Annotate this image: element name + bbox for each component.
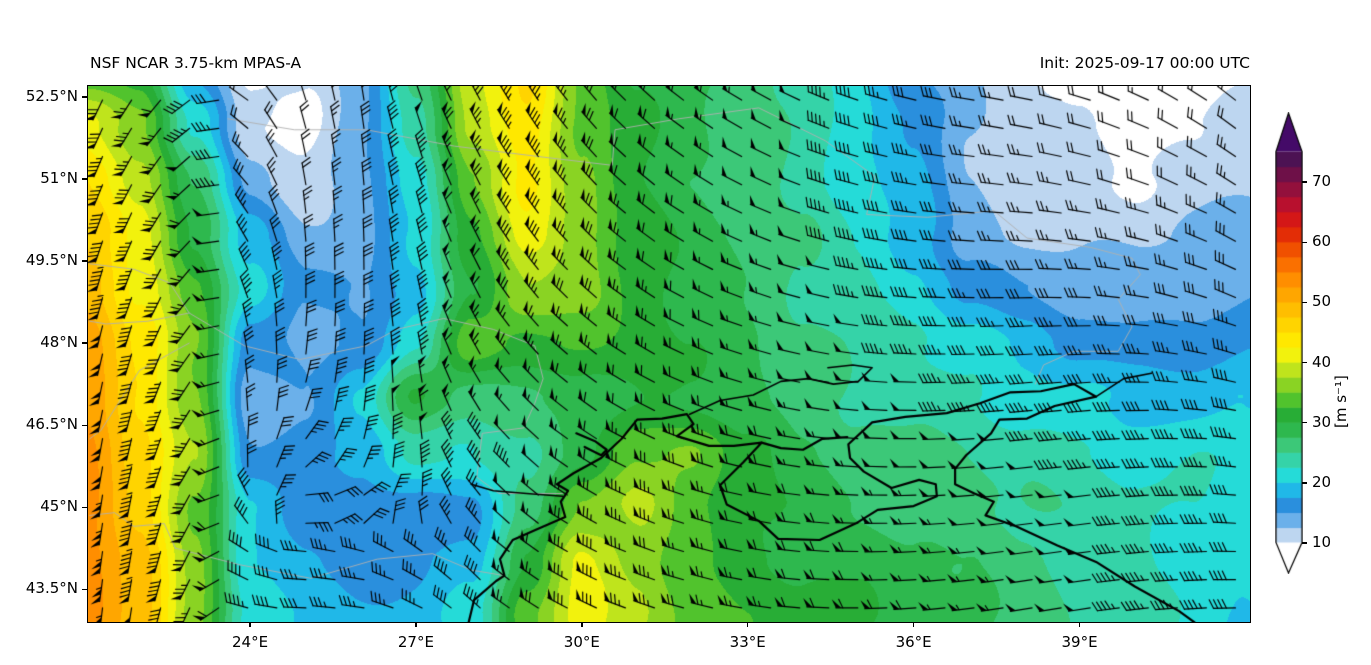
- y-tick-mark: [82, 178, 87, 180]
- colorbar-tick-mark: [1302, 542, 1307, 544]
- colorbar-tick-mark: [1302, 482, 1307, 484]
- colorbar-tick-label: 10: [1312, 533, 1332, 551]
- y-tick-label: 46.5°N: [25, 415, 78, 434]
- y-tick-label: 48°N: [40, 333, 78, 352]
- y-tick-mark: [82, 260, 87, 262]
- y-tick-mark: [82, 342, 87, 344]
- map-axes: [88, 86, 1250, 622]
- colorbar-canvas: [1275, 112, 1303, 574]
- x-tick-mark: [415, 622, 417, 627]
- y-tick-mark: [82, 96, 87, 98]
- x-tick-label: 33°E: [729, 633, 766, 651]
- colorbar-unit-label: [m s⁻¹]: [1332, 375, 1350, 428]
- colorbar-tick-label: 20: [1312, 472, 1332, 491]
- colorbar-tick-mark: [1302, 422, 1307, 424]
- y-tick-label: 43.5°N: [25, 579, 78, 598]
- colorbar-tick-label: 30: [1312, 412, 1332, 431]
- colorbar-tick-label: 50: [1312, 292, 1332, 311]
- x-tick-label: 24°E: [231, 633, 269, 651]
- x-tick-mark: [1078, 622, 1081, 627]
- x-tick-label: 27°E: [397, 633, 434, 651]
- colorbar-tick-label: 70: [1312, 172, 1332, 191]
- y-tick-label: 45°N: [40, 497, 78, 516]
- y-tick-label: 49.5°N: [25, 251, 78, 270]
- init-time-label: Init: 2025-09-17 00:00 UTC: [1039, 54, 1250, 72]
- x-tick-mark: [913, 622, 915, 627]
- colorbar-tick-label: 60: [1312, 232, 1332, 251]
- y-tick-mark: [82, 424, 87, 426]
- colorbar-tick-label: 40: [1312, 352, 1332, 371]
- x-tick-mark: [249, 622, 251, 627]
- colorbar-tick-mark: [1302, 301, 1307, 304]
- y-tick-label: 51°N: [40, 168, 78, 187]
- x-tick-label: 36°E: [895, 633, 932, 651]
- y-tick-mark: [82, 588, 87, 590]
- colorbar-tick-mark: [1302, 361, 1307, 364]
- colorbar-tick-mark: [1302, 241, 1307, 243]
- y-tick-mark: [82, 506, 87, 508]
- plot-title-line1: NSF NCAR 3.75-km MPAS-A: [90, 54, 302, 72]
- x-tick-label: 39°E: [1061, 633, 1098, 651]
- x-tick-mark: [581, 622, 583, 627]
- y-tick-label: 52.5°N: [25, 86, 78, 105]
- map-canvas: [88, 86, 1250, 622]
- colorbar-tick-mark: [1302, 181, 1307, 183]
- x-tick-mark: [747, 622, 749, 627]
- x-tick-label: 30°E: [563, 633, 600, 651]
